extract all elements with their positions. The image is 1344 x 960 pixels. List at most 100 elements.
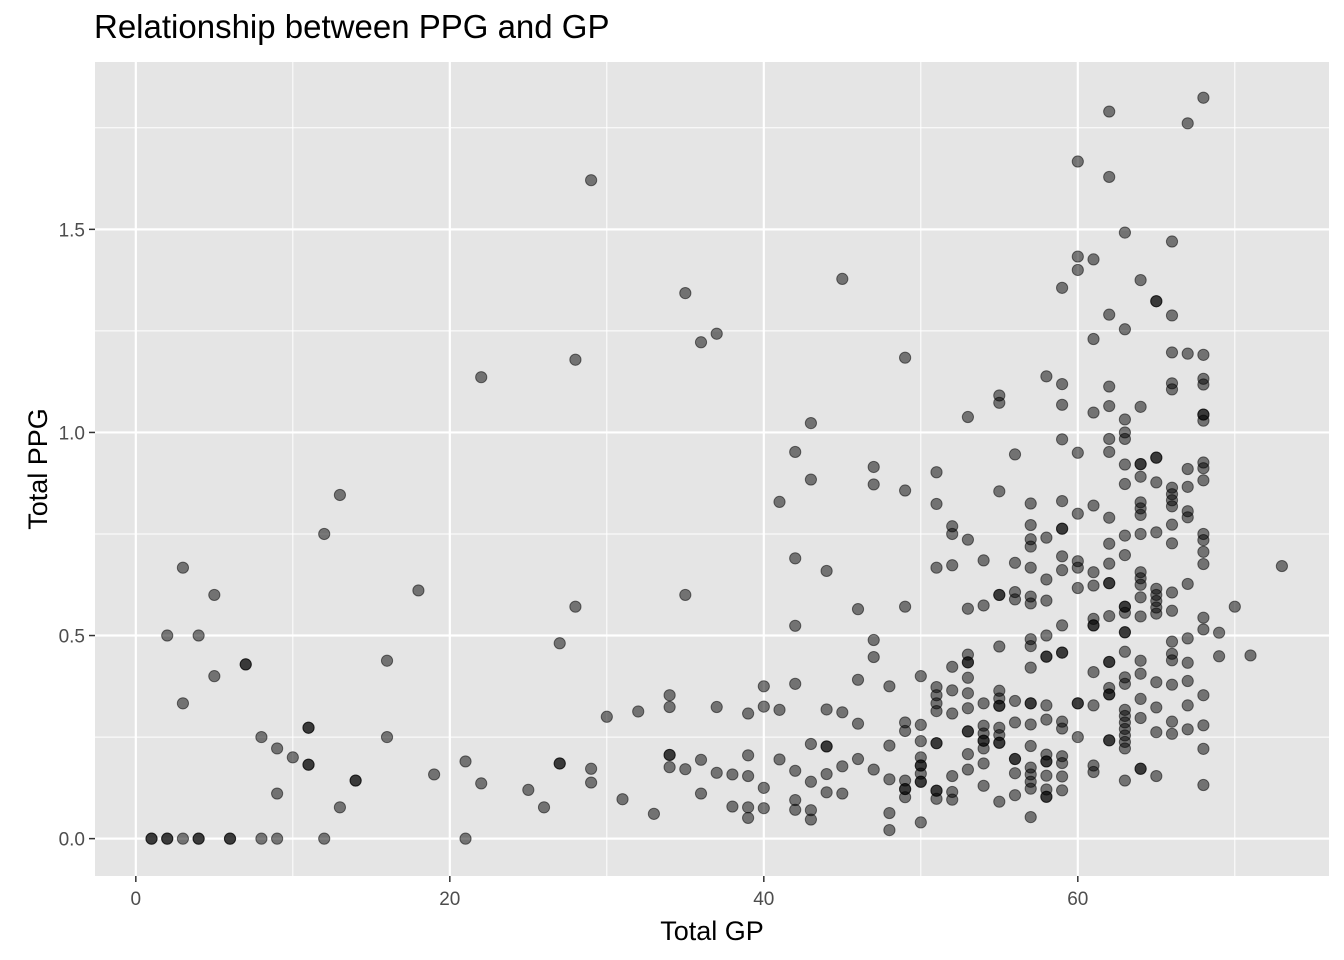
data-point <box>1056 494 1069 508</box>
data-point <box>1040 713 1053 726</box>
data-point <box>647 807 661 820</box>
data-point <box>412 584 425 597</box>
data-point <box>993 640 1006 653</box>
data-point <box>1197 414 1210 427</box>
data-point <box>318 832 331 845</box>
data-point <box>961 602 975 615</box>
data-point <box>1181 656 1194 669</box>
data-point <box>899 600 912 613</box>
data-point <box>1134 654 1147 667</box>
data-point <box>585 776 598 789</box>
data-point <box>1197 545 1210 558</box>
data-point <box>1165 309 1179 322</box>
data-point <box>899 724 912 738</box>
data-point <box>1103 380 1116 393</box>
data-point <box>789 764 802 777</box>
data-point <box>1118 529 1132 542</box>
data-point <box>1197 611 1210 624</box>
data-point <box>663 689 676 702</box>
data-point <box>1275 559 1289 573</box>
data-point <box>1165 500 1179 513</box>
data-point <box>271 832 284 845</box>
data-point <box>475 371 488 384</box>
data-point <box>1118 477 1132 491</box>
data-point <box>993 736 1006 749</box>
data-point <box>1165 235 1179 248</box>
data-point <box>537 801 551 814</box>
data-point <box>1213 650 1226 663</box>
data-point <box>1103 655 1116 669</box>
data-point <box>1087 765 1100 779</box>
data-point <box>961 533 975 546</box>
data-point <box>993 396 1006 409</box>
data-point <box>1071 697 1084 710</box>
data-point <box>380 730 394 744</box>
data-point <box>789 803 802 816</box>
data-point <box>1197 91 1210 104</box>
data-point <box>679 287 692 300</box>
data-point <box>1197 462 1210 475</box>
data-point <box>1056 722 1069 735</box>
data-point <box>1071 507 1084 520</box>
data-point <box>585 174 598 187</box>
data-point <box>1008 752 1022 766</box>
data-point <box>914 775 927 788</box>
data-point <box>1071 581 1084 595</box>
data-point <box>1024 661 1037 674</box>
data-point <box>961 702 975 715</box>
data-point <box>1150 607 1163 620</box>
data-point <box>1087 665 1100 679</box>
data-point <box>1213 626 1226 639</box>
data-point <box>930 737 943 750</box>
data-point <box>1024 561 1037 574</box>
data-point <box>710 700 723 714</box>
data-point <box>1197 348 1210 361</box>
data-point <box>1165 727 1179 740</box>
data-point <box>663 700 676 714</box>
data-point <box>1103 432 1116 446</box>
y-axis-ticks: 0.0 0.5 1.0 1.5 <box>59 220 95 851</box>
data-point <box>694 787 708 800</box>
data-point <box>1008 556 1022 569</box>
data-point <box>1103 170 1116 184</box>
data-point <box>757 802 770 815</box>
data-point <box>742 811 755 825</box>
data-point <box>1165 383 1179 396</box>
data-point <box>255 730 268 744</box>
data-point <box>1071 155 1084 168</box>
x-tick-label: 20 <box>439 889 460 910</box>
x-tick-label: 40 <box>753 889 774 910</box>
y-tick-label: 0.5 <box>59 627 85 648</box>
data-point <box>757 680 770 693</box>
data-point <box>1118 226 1132 239</box>
data-point <box>1040 699 1053 712</box>
data-point <box>1150 726 1163 739</box>
data-point <box>271 787 284 800</box>
data-point <box>930 792 943 805</box>
data-point <box>1181 511 1194 524</box>
data-point <box>883 773 896 786</box>
data-point <box>1024 597 1037 610</box>
data-point <box>1087 499 1100 512</box>
data-point <box>1071 250 1084 263</box>
data-point <box>1040 594 1053 607</box>
data-point <box>1165 654 1179 667</box>
data-point <box>930 561 943 574</box>
data-point <box>1165 678 1179 691</box>
data-point <box>899 791 912 804</box>
data-point <box>851 603 865 616</box>
data-point <box>977 779 990 792</box>
data-point <box>1071 561 1084 574</box>
data-point <box>867 460 880 474</box>
data-point <box>883 824 896 837</box>
data-point <box>1040 755 1053 768</box>
data-point <box>192 629 205 642</box>
data-point <box>1165 586 1179 599</box>
data-point <box>804 473 818 486</box>
data-point <box>1244 649 1257 662</box>
data-point <box>585 762 598 775</box>
data-point <box>176 832 190 845</box>
data-point <box>1165 518 1179 531</box>
data-point <box>1197 623 1210 636</box>
data-point <box>710 327 723 340</box>
